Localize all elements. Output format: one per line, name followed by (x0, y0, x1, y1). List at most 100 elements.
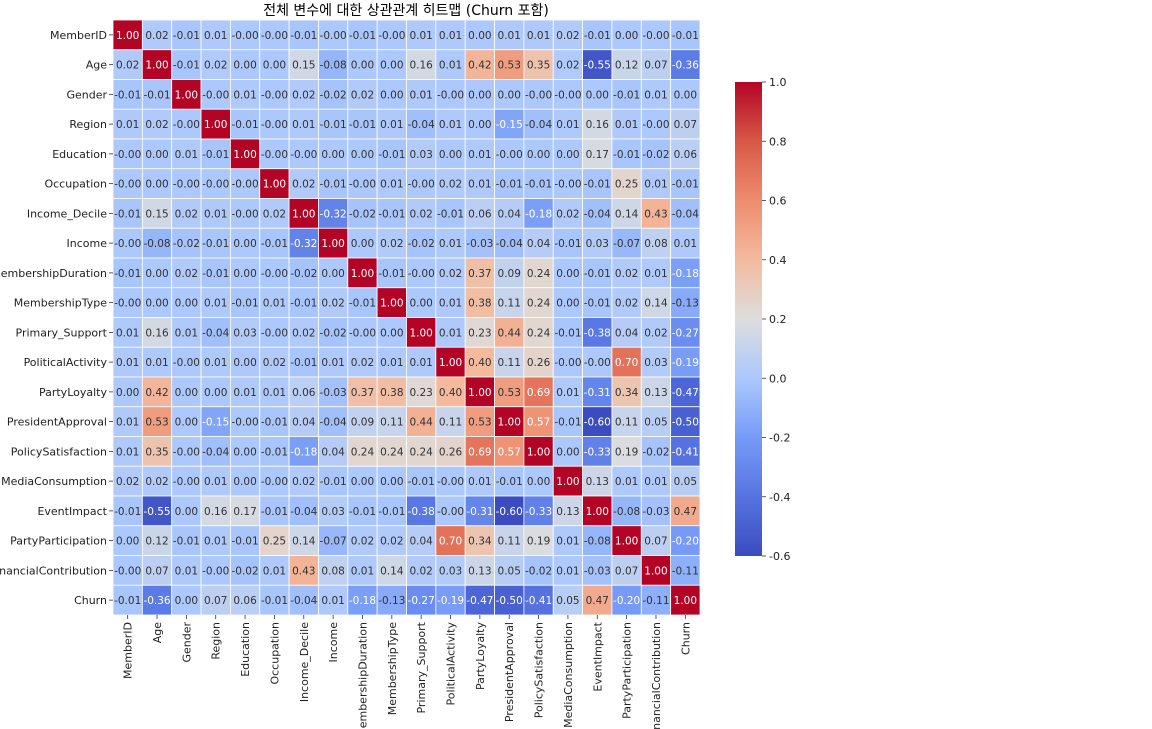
heatmap-cell (523, 525, 554, 556)
cell-value-label: -0.00 (114, 179, 141, 191)
cell-value-label: -0.03 (466, 238, 493, 250)
row-label: Churn (74, 594, 107, 607)
cell-value-label: -0.01 (261, 417, 288, 429)
row-label: Income_Decile (27, 207, 107, 220)
cell-value-label: -0.33 (584, 446, 611, 458)
cell-value-label: 0.24 (380, 446, 404, 458)
cell-value-label: -0.00 (231, 30, 258, 42)
cell-value-label: -0.00 (261, 30, 288, 42)
heatmap-cell (670, 584, 701, 616)
cell-value-label: -0.00 (584, 357, 611, 369)
row-label: PoliticalActivity (24, 356, 108, 369)
cell-value-label: -0.55 (584, 60, 611, 72)
cell-value-label: -0.00 (173, 119, 200, 131)
heatmap-cells: 1.00 0.02 -0.01 0.01 -0.00 -0.00 -0.01 -0.00 -0.… (112, 19, 701, 616)
cell-value-label: 0.01 (556, 536, 579, 548)
cell-value-label: 0.00 (351, 476, 374, 488)
heatmap-cell (523, 555, 554, 586)
cell-value-label: -0.00 (202, 565, 229, 577)
cell-value-label: 0.01 (145, 357, 168, 369)
cell-value-label: 0.07 (615, 565, 638, 577)
cell-value-label: 0.69 (527, 387, 550, 399)
cell-value-label: 0.01 (409, 30, 432, 42)
cell-value-label: 0.00 (233, 357, 256, 369)
cell-value-label: 0.00 (175, 298, 198, 310)
heatmap-cell (494, 19, 525, 51)
heatmap-cell (523, 465, 554, 497)
cell-value-label: 0.44 (498, 327, 522, 339)
cell-value-label: 1.00 (204, 119, 227, 131)
cell-value-label: 0.24 (527, 327, 551, 339)
cell-value-label: -0.01 (231, 119, 258, 131)
cell-value-label: -0.01 (320, 119, 347, 131)
cell-value-label: 0.01 (468, 149, 491, 161)
cell-value-label: 0.01 (175, 327, 198, 339)
row-label: PresidentApproval (7, 416, 107, 429)
heatmap-cell (552, 79, 584, 110)
cell-value-label: 0.47 (586, 595, 609, 607)
row-label: Age (86, 59, 108, 72)
heatmap-cell (141, 287, 173, 318)
cell-value-label: 0.01 (644, 89, 667, 101)
cell-value-label: 0.00 (321, 268, 344, 280)
heatmap-cell (347, 555, 378, 586)
cell-value-label: 0.08 (644, 238, 667, 250)
cell-value-label: 0.17 (233, 506, 256, 518)
cell-value-label: 0.04 (498, 208, 522, 220)
cell-value-label: 0.02 (292, 327, 315, 339)
cell-value-label: -0.00 (437, 506, 464, 518)
heatmap-cell (171, 495, 202, 527)
cell-value-label: -0.07 (320, 536, 347, 548)
row-label: MediaConsumption (1, 475, 107, 488)
cell-value-label: -0.01 (349, 119, 376, 131)
cell-value-label: 0.03 (233, 327, 256, 339)
heatmap-cell (640, 287, 672, 318)
cell-value-label: -0.07 (613, 238, 640, 250)
cell-value-label: -0.50 (496, 595, 523, 607)
column-label: PolicySatisfaction (533, 622, 546, 718)
cell-value-label: 0.00 (380, 327, 403, 339)
heatmap-cell (552, 376, 584, 408)
heatmap-cell (464, 495, 495, 527)
column-label: Age (151, 622, 164, 644)
heatmap-cell (611, 436, 642, 467)
heatmap-cell (435, 406, 466, 437)
heatmap-cell (406, 49, 437, 80)
heatmap-cell (347, 406, 378, 437)
cell-value-label: 0.12 (615, 60, 638, 72)
heatmap-cell (523, 168, 554, 199)
cell-value-label: 0.44 (409, 417, 433, 429)
heatmap-cell (552, 495, 584, 527)
heatmap-cell (406, 376, 437, 408)
cell-value-label: -0.00 (496, 149, 523, 161)
cell-value-label: 0.00 (556, 298, 579, 310)
cell-value-label: 1.00 (674, 595, 697, 607)
heatmap-cell (171, 49, 202, 80)
cell-value-label: -0.19 (437, 595, 464, 607)
cell-value-label: 0.00 (233, 476, 256, 488)
cell-value-label: 0.02 (380, 536, 403, 548)
cell-value-label: -0.00 (437, 476, 464, 488)
cell-value-label: 0.00 (439, 149, 462, 161)
colorbar-tick-label: -0.6 (769, 550, 790, 563)
cell-value-label: 0.04 (292, 417, 316, 429)
cell-value-label: -0.01 (202, 238, 229, 250)
cell-value-label: -0.04 (496, 238, 523, 250)
heatmap-cell (141, 257, 173, 289)
cell-value-label: 0.01 (263, 387, 286, 399)
cell-value-label: -0.55 (143, 506, 170, 518)
cell-value-label: 0.00 (468, 119, 491, 131)
cell-value-label: 0.42 (468, 60, 491, 72)
cell-value-label: 0.02 (145, 119, 168, 131)
heatmap-cell (288, 168, 319, 199)
cell-value-label: 0.06 (233, 595, 257, 607)
heatmap-cell (406, 198, 437, 229)
row-label: MemberID (50, 29, 107, 42)
cell-value-label: 0.02 (615, 298, 638, 310)
cell-value-label: -0.01 (261, 446, 288, 458)
cell-value-label: 0.35 (145, 446, 168, 458)
heatmap-cell (229, 227, 261, 259)
cell-value-label: 0.01 (468, 179, 491, 191)
cell-value-label: -0.03 (642, 506, 669, 518)
